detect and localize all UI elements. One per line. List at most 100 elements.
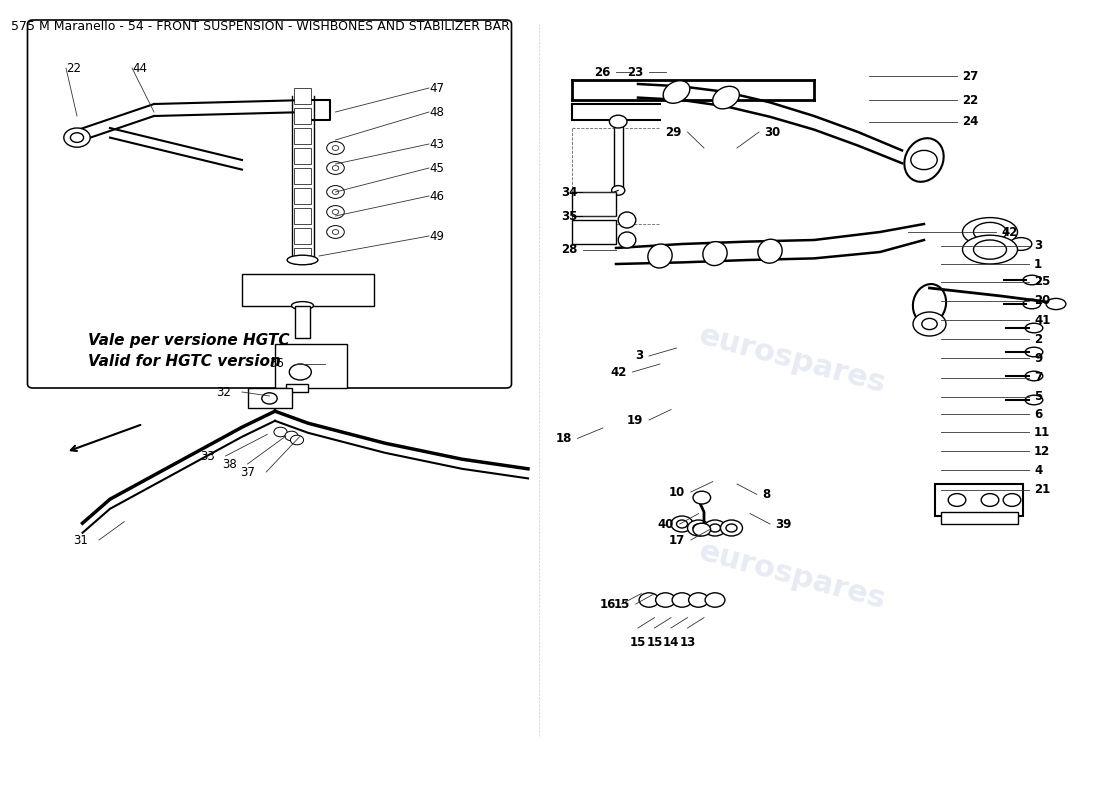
Text: 15: 15 (630, 636, 646, 649)
Circle shape (704, 520, 726, 536)
Text: 17: 17 (669, 534, 685, 546)
Circle shape (290, 435, 304, 445)
Text: 23: 23 (627, 66, 644, 78)
Text: 39: 39 (776, 518, 792, 530)
Circle shape (671, 516, 693, 532)
Bar (294, 108, 311, 124)
Text: 38: 38 (222, 458, 236, 470)
Circle shape (913, 312, 946, 336)
Text: 42: 42 (1001, 226, 1018, 238)
Bar (275, 344, 346, 388)
Circle shape (705, 593, 725, 607)
Text: 3: 3 (1034, 239, 1042, 252)
Text: 47: 47 (429, 82, 444, 94)
Text: 34: 34 (561, 186, 578, 198)
Circle shape (327, 142, 344, 154)
Text: 43: 43 (429, 138, 444, 150)
Text: 18: 18 (556, 432, 572, 445)
Ellipse shape (713, 86, 739, 109)
Text: 31: 31 (73, 534, 88, 546)
Text: 46: 46 (429, 190, 444, 202)
Circle shape (693, 523, 711, 536)
Circle shape (656, 593, 675, 607)
Text: 13: 13 (680, 636, 695, 649)
Text: 35: 35 (561, 210, 578, 222)
Circle shape (327, 162, 344, 174)
Bar (286, 384, 308, 392)
Circle shape (1003, 494, 1021, 506)
Circle shape (327, 186, 344, 198)
Ellipse shape (1025, 347, 1043, 357)
Ellipse shape (1046, 298, 1066, 310)
FancyBboxPatch shape (28, 20, 512, 388)
Ellipse shape (974, 222, 1006, 242)
Bar (572, 220, 616, 244)
Text: 41: 41 (1034, 314, 1050, 326)
Ellipse shape (962, 235, 1018, 264)
Text: 36: 36 (268, 358, 284, 370)
Text: 33: 33 (200, 450, 214, 462)
Text: 42: 42 (610, 366, 627, 378)
Bar (294, 188, 311, 204)
Bar (294, 228, 311, 244)
Text: eurospares: eurospares (695, 537, 889, 615)
Text: 21: 21 (1034, 483, 1050, 496)
Circle shape (948, 494, 966, 506)
Text: 5: 5 (1034, 390, 1043, 403)
Circle shape (693, 524, 704, 532)
Text: 10: 10 (669, 486, 685, 498)
Text: 49: 49 (429, 230, 444, 242)
Circle shape (672, 593, 692, 607)
Circle shape (720, 520, 742, 536)
Circle shape (693, 491, 711, 504)
Bar (294, 88, 311, 104)
Text: 15: 15 (647, 636, 662, 649)
Text: 14: 14 (663, 636, 679, 649)
Text: 20: 20 (1034, 294, 1050, 307)
Ellipse shape (904, 138, 944, 182)
Circle shape (689, 593, 708, 607)
Ellipse shape (1010, 238, 1032, 250)
Bar (614, 124, 623, 192)
Bar (294, 248, 311, 264)
Text: 44: 44 (132, 62, 147, 74)
Bar (294, 128, 311, 144)
Circle shape (332, 166, 339, 170)
Circle shape (332, 210, 339, 214)
Ellipse shape (1023, 275, 1041, 285)
Text: 12: 12 (1034, 445, 1050, 458)
Text: 27: 27 (962, 70, 979, 82)
Bar (294, 148, 311, 164)
Text: 48: 48 (429, 106, 444, 118)
Text: 25: 25 (1034, 275, 1050, 288)
Text: 28: 28 (561, 243, 578, 256)
Text: eurospares: eurospares (145, 265, 339, 343)
Text: 9: 9 (1034, 352, 1043, 365)
Circle shape (981, 494, 999, 506)
Circle shape (612, 186, 625, 195)
Ellipse shape (1025, 323, 1043, 333)
Ellipse shape (1023, 299, 1041, 309)
Text: 6: 6 (1034, 408, 1043, 421)
Text: 4: 4 (1034, 464, 1043, 477)
Text: 8: 8 (762, 488, 770, 501)
Circle shape (289, 364, 311, 380)
Text: eurospares: eurospares (695, 321, 889, 399)
Circle shape (922, 318, 937, 330)
Circle shape (688, 520, 710, 536)
Text: 40: 40 (658, 518, 674, 530)
Bar (248, 388, 292, 408)
Circle shape (676, 520, 688, 528)
Ellipse shape (648, 244, 672, 268)
Circle shape (64, 128, 90, 147)
Ellipse shape (913, 284, 946, 324)
Text: 1: 1 (1034, 258, 1042, 270)
Circle shape (70, 133, 84, 142)
Text: 22: 22 (66, 62, 81, 74)
Ellipse shape (1025, 395, 1043, 405)
Text: 22: 22 (962, 94, 979, 106)
Text: 15: 15 (614, 598, 630, 610)
Ellipse shape (663, 81, 690, 103)
Text: 575 M Maranello - 54 - FRONT SUSPENSION - WISHBONES AND STABILIZER BAR: 575 M Maranello - 54 - FRONT SUSPENSION … (11, 20, 510, 33)
Bar (572, 192, 616, 216)
